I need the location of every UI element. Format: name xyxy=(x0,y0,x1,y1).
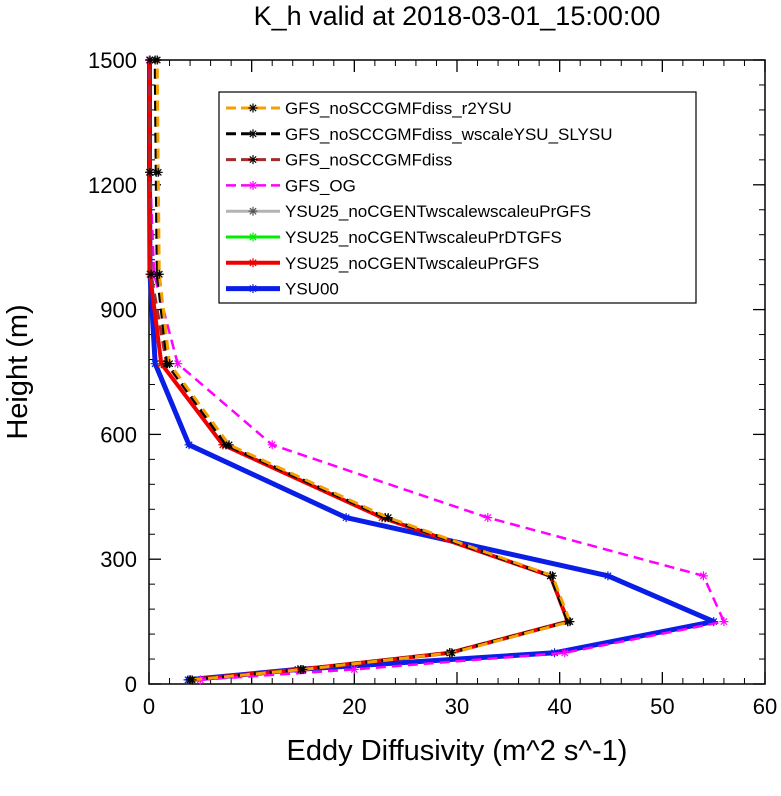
x-tick-label: 50 xyxy=(650,694,674,719)
y-axis-ticks xyxy=(149,59,765,685)
data-point-marker xyxy=(154,269,164,279)
legend-item: YSU25_noCGENTwscalewscaleuPrGFS xyxy=(226,202,591,221)
legend-item: YSU25_noCGENTwscaleuPrGFS xyxy=(226,254,539,273)
data-point-marker xyxy=(224,440,234,450)
x-tick-label: 10 xyxy=(239,694,263,719)
x-tick-label: 60 xyxy=(753,694,777,719)
x-axis-ticks xyxy=(148,60,766,684)
legend-label: GFS_noSCCGMFdiss xyxy=(285,151,452,170)
legend-marker xyxy=(248,284,258,294)
legend: GFS_noSCCGMFdiss_r2YSU GFS_noSCCGMFdiss_w… xyxy=(218,91,697,304)
y-tick-label: 600 xyxy=(100,422,137,447)
data-point-marker xyxy=(447,648,457,658)
data-point-marker xyxy=(383,513,393,523)
data-point-marker xyxy=(709,617,719,627)
legend-label: YSU25_noCGENTwscaleuPrDTGFS xyxy=(285,228,562,247)
legend-label: GFS_noSCCGMFdiss_wscaleYSU_SLYSU xyxy=(285,125,613,144)
data-point-marker xyxy=(560,648,570,658)
chart-title: K_h valid at 2018-03-01_15:00:00 xyxy=(254,1,661,31)
legend-item: YSU25_noCGENTwscaleuPrDTGFS xyxy=(226,228,562,247)
legend-item: YSU00 xyxy=(226,280,339,299)
x-tick-label: 20 xyxy=(342,694,366,719)
y-tick-label: 0 xyxy=(125,672,137,697)
data-point-marker xyxy=(152,55,162,65)
legend-label: YSU25_noCGENTwscalewscaleuPrGFS xyxy=(285,202,591,221)
x-tick-label: 0 xyxy=(143,694,155,719)
data-point-marker xyxy=(341,513,351,523)
legend-item: GFS_noSCCGMFdiss xyxy=(226,151,452,170)
x-axis-label: Eddy Diffusivity (m^2 s^-1) xyxy=(287,735,628,767)
legend-marker xyxy=(248,103,258,113)
x-tick-label: 30 xyxy=(445,694,469,719)
legend-marker xyxy=(248,232,258,242)
legend-marker xyxy=(248,258,258,268)
y-axis-tick-labels: 0 300 600 900 1200 1500 xyxy=(88,48,137,697)
data-point-marker xyxy=(349,664,359,674)
data-point-marker xyxy=(298,664,308,674)
data-point-marker xyxy=(565,617,575,627)
data-point-marker xyxy=(719,617,729,627)
data-point-marker xyxy=(267,440,277,450)
data-point-marker xyxy=(145,55,155,65)
y-tick-label: 300 xyxy=(100,547,137,572)
data-point-marker xyxy=(483,513,493,523)
legend-item: GFS_noSCCGMFdiss_wscaleYSU_SLYSU xyxy=(226,125,613,144)
data-point-marker xyxy=(145,167,155,177)
data-point-marker xyxy=(165,359,175,369)
data-point-marker xyxy=(698,571,708,581)
legend-marker xyxy=(248,180,258,190)
x-axis-tick-labels: 0 10 20 30 40 50 60 xyxy=(143,694,777,719)
series-GFS_noSCCGMFdiss_r2YSU xyxy=(152,55,575,685)
legend-label: YSU00 xyxy=(285,280,339,299)
data-point-marker xyxy=(150,359,160,369)
y-tick-label: 1500 xyxy=(88,48,137,73)
legend-marker xyxy=(248,129,258,139)
legend-marker xyxy=(248,206,258,216)
data-point-marker xyxy=(156,359,166,369)
series-line xyxy=(155,59,572,682)
y-axis-label: Height (m) xyxy=(2,304,34,439)
data-point-marker xyxy=(153,167,163,177)
data-point-marker xyxy=(146,269,156,279)
x-tick-label: 40 xyxy=(547,694,571,719)
y-tick-label: 900 xyxy=(100,298,137,323)
legend-item: GFS_noSCCGMFdiss_r2YSU xyxy=(226,99,512,118)
data-point-marker xyxy=(173,359,183,369)
legend-marker xyxy=(248,155,258,165)
data-point-marker xyxy=(547,571,557,581)
data-point-marker xyxy=(187,675,197,685)
y-tick-label: 1200 xyxy=(88,173,137,198)
legend-label: YSU25_noCGENTwscaleuPrGFS xyxy=(285,254,539,273)
legend-label: GFS_OG xyxy=(285,176,356,195)
legend-box xyxy=(218,91,697,304)
data-point-marker xyxy=(184,440,194,450)
data-point-marker xyxy=(603,571,613,581)
series-layer xyxy=(145,55,729,685)
legend-label: GFS_noSCCGMFdiss_r2YSU xyxy=(285,99,512,118)
legend-item: GFS_OG xyxy=(226,176,356,195)
